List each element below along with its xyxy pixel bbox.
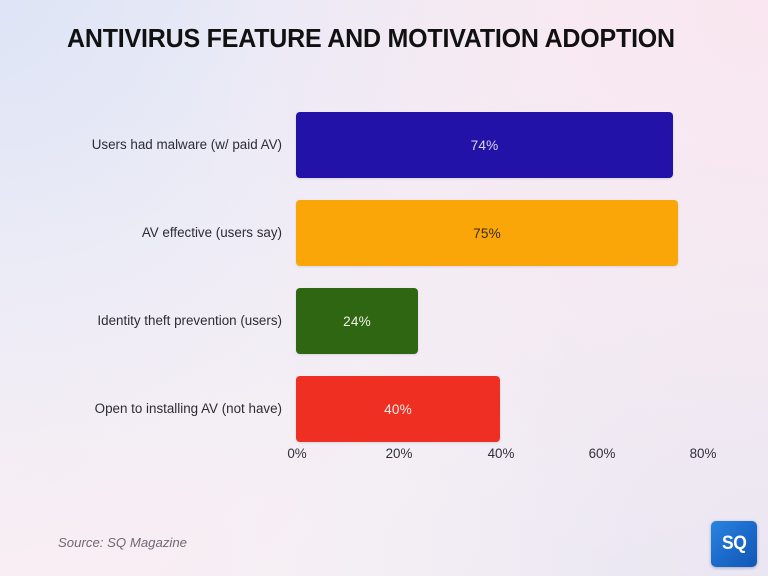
bar-series-item[interactable]: [296, 288, 418, 354]
x-axis-tick: 20%: [385, 446, 413, 461]
bar-row: Identity theft prevention (users) 24%: [0, 288, 768, 354]
x-axis-tick: 80%: [689, 446, 717, 461]
source-caption: Source: SQ Magazine: [58, 535, 188, 550]
category-label: AV effective (users say): [141, 224, 282, 240]
category-label: Identity theft prevention (users): [97, 312, 282, 328]
bar-series-item[interactable]: [296, 112, 673, 178]
logo-text: SQ: [721, 533, 747, 554]
bar-series-item[interactable]: [296, 200, 678, 266]
bar-row: Users had malware (w/ paid AV) 74%: [0, 112, 768, 178]
category-label: Open to installing AV (not have): [94, 400, 282, 416]
x-axis-tick: 40%: [487, 446, 515, 461]
bar-row: AV effective (users say) 75%: [0, 200, 768, 266]
x-axis-tick: 60%: [588, 446, 616, 461]
x-axis: 0% 20% 40% 60% 80%: [0, 446, 768, 470]
category-label: Users had malware (w/ paid AV): [91, 136, 282, 152]
sq-magazine-logo[interactable]: SQ: [711, 521, 757, 567]
bar-series-item[interactable]: [296, 376, 500, 442]
page-title: ANTIVIRUS FEATURE AND MOTIVATION ADOPTIO…: [67, 25, 675, 53]
bar-chart-plot-area: Users had malware (w/ paid AV) 74% AV ef…: [0, 100, 768, 450]
x-axis-tick: 0%: [287, 446, 307, 461]
bar-row: Open to installing AV (not have) 40%: [0, 376, 768, 442]
